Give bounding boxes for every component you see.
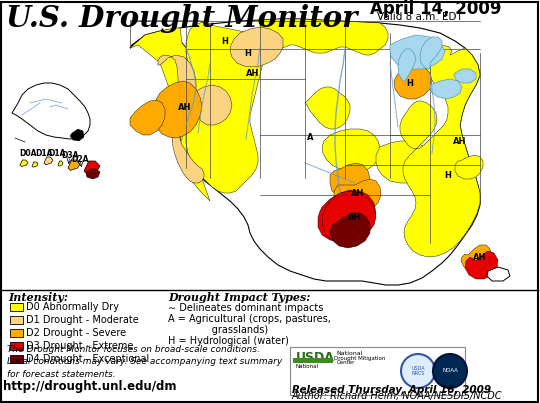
Polygon shape bbox=[68, 160, 80, 170]
Text: USDA
NRCS: USDA NRCS bbox=[411, 366, 425, 376]
Polygon shape bbox=[430, 79, 462, 99]
Polygon shape bbox=[158, 55, 204, 183]
Polygon shape bbox=[130, 100, 165, 135]
Polygon shape bbox=[454, 69, 476, 83]
Bar bbox=[10, 303, 23, 311]
Text: AH: AH bbox=[352, 189, 365, 197]
Text: U.S. Drought Monitor: U.S. Drought Monitor bbox=[6, 4, 357, 33]
Polygon shape bbox=[394, 65, 432, 99]
Bar bbox=[10, 342, 23, 350]
Polygon shape bbox=[230, 27, 283, 67]
Text: ∼ Delineates dominant impacts: ∼ Delineates dominant impacts bbox=[168, 303, 323, 313]
Polygon shape bbox=[465, 251, 498, 279]
Circle shape bbox=[401, 354, 435, 388]
Polygon shape bbox=[376, 141, 430, 183]
Polygon shape bbox=[390, 35, 445, 69]
Bar bbox=[8, 63, 123, 148]
Text: The Drought Monitor focuses on broad-scale conditions.
Local conditions may vary: The Drought Monitor focuses on broad-sca… bbox=[7, 345, 282, 379]
Text: AH: AH bbox=[453, 137, 467, 145]
Polygon shape bbox=[260, 19, 388, 55]
Polygon shape bbox=[330, 213, 370, 248]
Text: Center: Center bbox=[337, 360, 355, 365]
Polygon shape bbox=[334, 179, 381, 214]
Polygon shape bbox=[130, 21, 264, 193]
Text: H: H bbox=[221, 37, 228, 46]
Text: Drought Impact Types:: Drought Impact Types: bbox=[168, 292, 310, 303]
Text: H: H bbox=[245, 48, 252, 58]
Text: http://drought.unl.edu/dm: http://drought.unl.edu/dm bbox=[3, 380, 177, 393]
Polygon shape bbox=[461, 245, 491, 270]
Bar bbox=[293, 358, 333, 363]
Polygon shape bbox=[322, 129, 380, 171]
Polygon shape bbox=[487, 267, 510, 281]
Polygon shape bbox=[86, 169, 100, 179]
Polygon shape bbox=[330, 163, 370, 198]
Polygon shape bbox=[20, 160, 28, 166]
Text: D3A: D3A bbox=[61, 152, 79, 160]
Text: D2A: D2A bbox=[71, 154, 89, 164]
Text: Drought Mitigation: Drought Mitigation bbox=[334, 356, 386, 361]
Text: D4 Drought - Exceptional: D4 Drought - Exceptional bbox=[26, 354, 149, 364]
Circle shape bbox=[433, 354, 467, 388]
Polygon shape bbox=[398, 49, 416, 81]
Bar bbox=[10, 329, 23, 337]
Text: National: National bbox=[336, 351, 362, 356]
Polygon shape bbox=[58, 161, 63, 166]
Polygon shape bbox=[70, 129, 84, 141]
Polygon shape bbox=[318, 190, 376, 242]
Text: H: H bbox=[444, 170, 451, 179]
Polygon shape bbox=[196, 85, 232, 125]
Polygon shape bbox=[12, 83, 90, 139]
Polygon shape bbox=[455, 155, 483, 179]
Text: NOAA: NOAA bbox=[442, 368, 458, 374]
Text: D0 Abnormally Dry: D0 Abnormally Dry bbox=[26, 302, 119, 312]
Text: D1 Drought - Moderate: D1 Drought - Moderate bbox=[26, 315, 139, 325]
Text: A = Agricultural (crops, pastures,: A = Agricultural (crops, pastures, bbox=[168, 314, 331, 324]
Text: H = Hydrological (water): H = Hydrological (water) bbox=[168, 336, 289, 346]
Polygon shape bbox=[305, 87, 350, 129]
Text: April 14, 2009: April 14, 2009 bbox=[370, 0, 502, 18]
Text: USDA: USDA bbox=[296, 351, 335, 364]
Text: AH: AH bbox=[348, 214, 362, 222]
Polygon shape bbox=[420, 37, 442, 69]
Text: Author: Richard Heim, NOAA/NESDIS/NCDC: Author: Richard Heim, NOAA/NESDIS/NCDC bbox=[292, 391, 503, 401]
Polygon shape bbox=[400, 45, 480, 257]
Text: D3 Drought - Extreme: D3 Drought - Extreme bbox=[26, 341, 133, 351]
Polygon shape bbox=[130, 28, 210, 201]
Text: AH: AH bbox=[474, 253, 487, 262]
Text: D0A: D0A bbox=[19, 150, 37, 158]
Bar bbox=[290, 347, 465, 395]
Text: D1A: D1A bbox=[35, 148, 53, 158]
Polygon shape bbox=[153, 81, 202, 138]
Bar bbox=[8, 153, 123, 193]
Polygon shape bbox=[322, 191, 376, 241]
Polygon shape bbox=[130, 19, 480, 285]
Text: Intensity:: Intensity: bbox=[8, 292, 68, 303]
Polygon shape bbox=[44, 157, 53, 165]
Text: Released Thursday, April 16, 2009: Released Thursday, April 16, 2009 bbox=[292, 385, 491, 395]
Polygon shape bbox=[32, 162, 38, 167]
Text: D1A: D1A bbox=[48, 148, 66, 158]
Text: A: A bbox=[307, 133, 313, 143]
Polygon shape bbox=[84, 161, 100, 174]
Text: AH: AH bbox=[246, 69, 260, 77]
Bar bbox=[10, 355, 23, 363]
Text: H: H bbox=[407, 79, 414, 87]
Text: grasslands): grasslands) bbox=[168, 325, 268, 335]
Text: National: National bbox=[295, 364, 318, 369]
Text: D2 Drought - Severe: D2 Drought - Severe bbox=[26, 328, 126, 338]
Bar bbox=[10, 316, 23, 324]
Text: Valid 8 a.m. EDT: Valid 8 a.m. EDT bbox=[377, 12, 463, 22]
Text: AH: AH bbox=[178, 104, 192, 112]
